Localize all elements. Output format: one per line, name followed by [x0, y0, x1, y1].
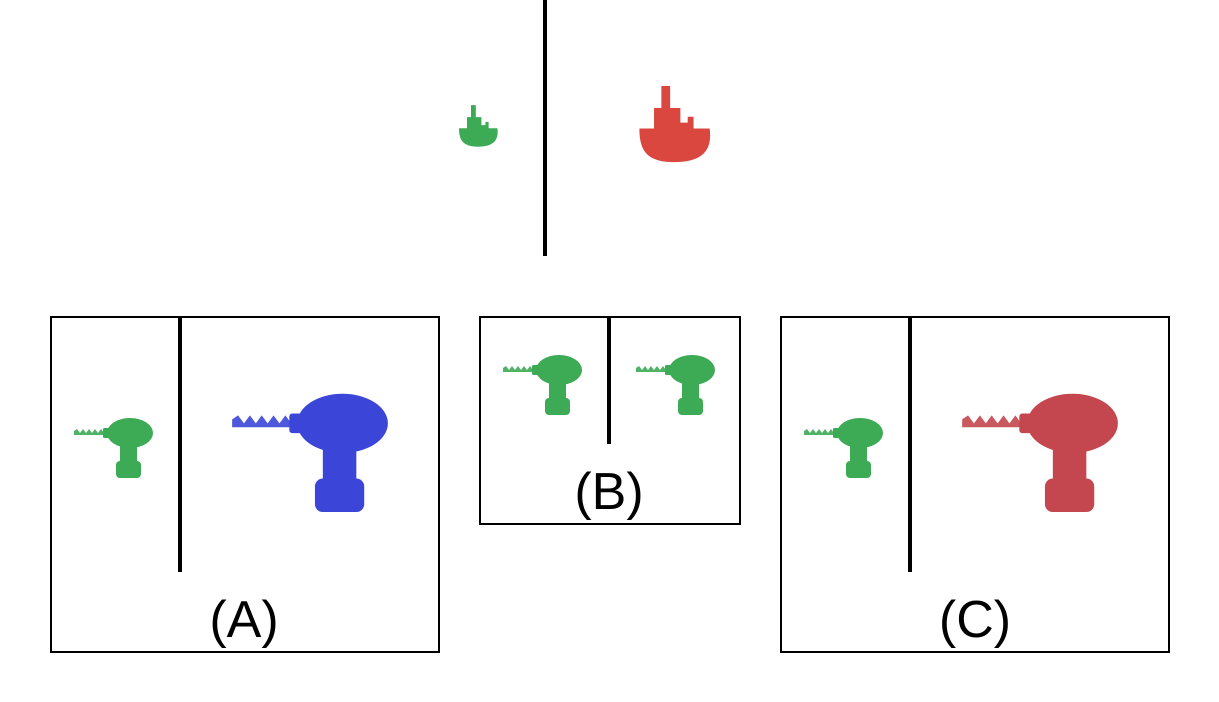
option-c-label: (C) [938, 591, 1012, 649]
option-b-divider [607, 318, 611, 444]
option-c-divider [908, 318, 912, 572]
boat-icon [459, 105, 498, 147]
option-b-label: (B) [574, 463, 644, 521]
drill-icon [503, 355, 582, 415]
drill-icon [962, 393, 1118, 513]
option-a-label: (A) [209, 591, 279, 649]
drill-icon [232, 393, 388, 513]
drill-icon [636, 355, 715, 415]
option-c-panel[interactable] [780, 316, 1170, 653]
option-a-divider [178, 318, 182, 572]
drill-icon [804, 418, 883, 478]
drill-icon [74, 418, 153, 478]
example-divider [543, 0, 547, 256]
boat-icon [639, 86, 711, 163]
option-a-panel[interactable] [50, 316, 440, 653]
